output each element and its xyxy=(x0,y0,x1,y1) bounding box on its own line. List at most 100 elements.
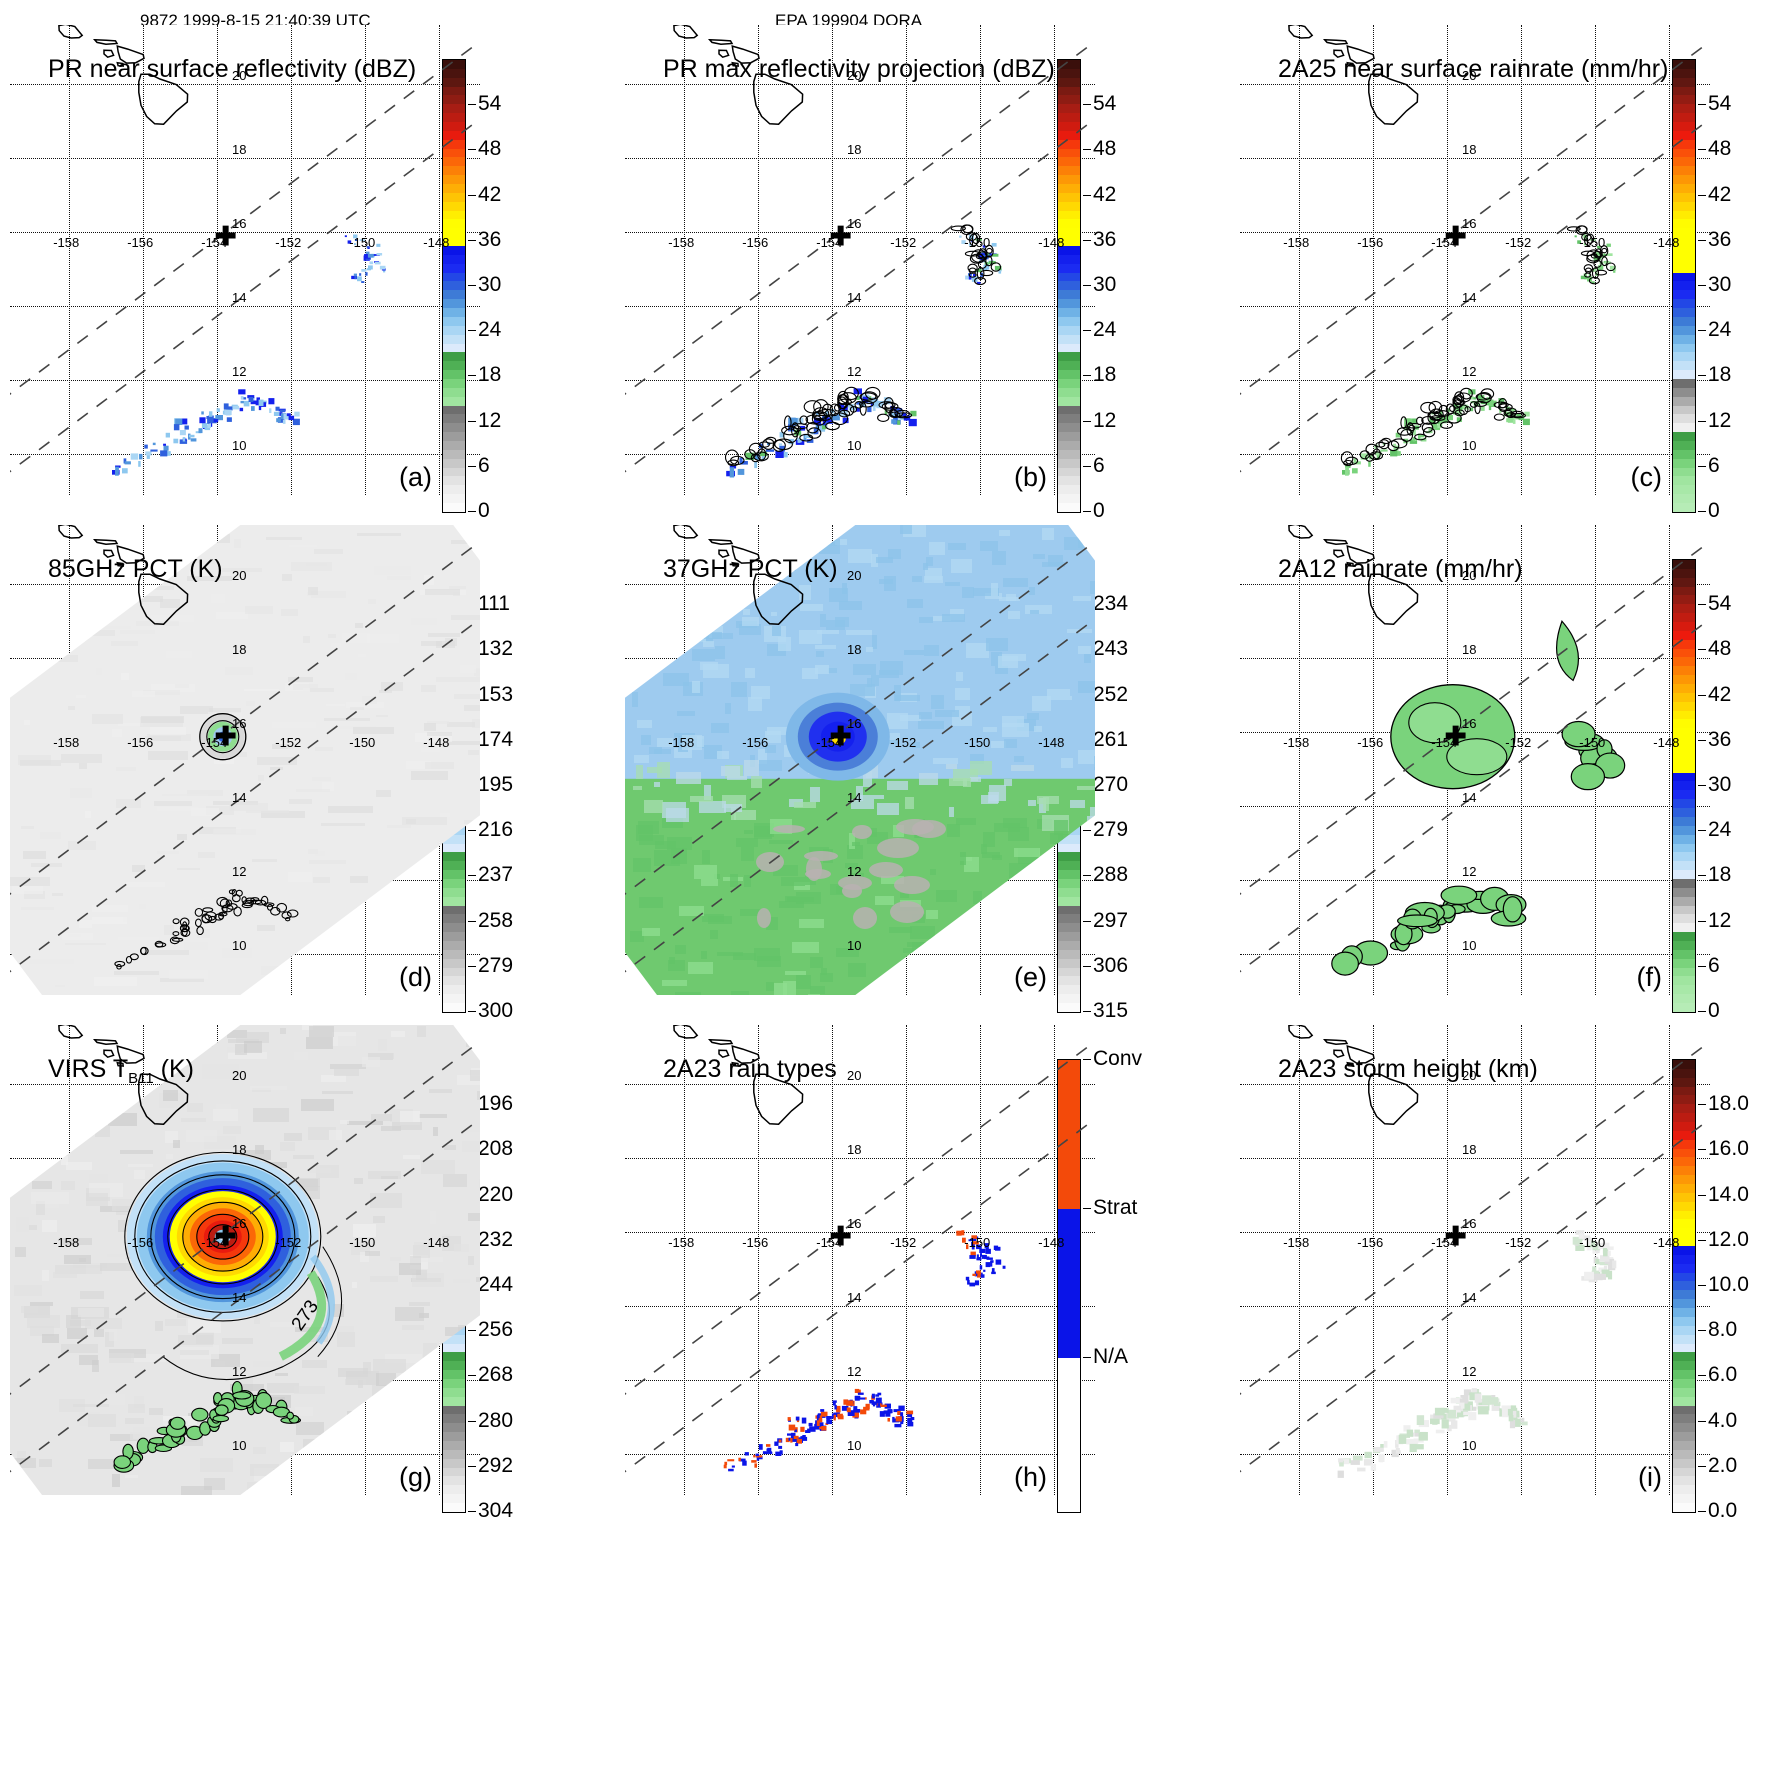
lon-tick-label: -156 xyxy=(1357,735,1384,751)
colorbar-segment xyxy=(443,485,465,495)
colorbar-tick-label: 12.0 xyxy=(1708,1227,1749,1251)
colorbar-tick-label: Conv xyxy=(1093,1047,1143,1070)
lat-tick-label: 18 xyxy=(232,642,247,658)
lat-tick-label: 10 xyxy=(1462,438,1477,454)
lon-tick-label: -156 xyxy=(127,235,154,251)
lon-tick-label: -150 xyxy=(349,735,376,751)
colorbar-tick-label: 208 xyxy=(478,1137,514,1161)
colorbar-tick-label: 261 xyxy=(1093,727,1129,751)
panel-b: 20 18 16 14 12 10 -158 -156 -154 -152 -150 -148 ✚ PR … xyxy=(625,25,1116,522)
lon-tick-label: -158 xyxy=(668,1235,695,1251)
colorbar-tick-label: 10.0 xyxy=(1708,1273,1749,1296)
colorbar-segment xyxy=(1673,476,1695,486)
colorbar-tick-label: 48 xyxy=(1093,137,1117,161)
colorbar-tick-label: 297 xyxy=(1093,908,1129,932)
colorbar-tick-label: Strat xyxy=(1093,1196,1138,1220)
panel-c: 20 18 16 14 12 10 -158 -156 -154 -152 -150 -148 ✚ 2A2… xyxy=(1240,25,1731,522)
storm-center-marker: ✚ xyxy=(829,220,852,251)
lon-tick-label: -156 xyxy=(1357,1235,1384,1251)
lat-tick-label: 10 xyxy=(847,1438,862,1454)
panel-title-e: 37GHz PCT (K) xyxy=(663,555,838,583)
lon-tick-label: -148 xyxy=(423,235,450,251)
plot-area-d: 20 18 16 14 12 10 -158 -156 -154 -152 -150 -148 ✚ xyxy=(10,525,480,995)
colorbar-segment xyxy=(1673,985,1695,995)
panel-title-h: 2A23 rain types xyxy=(663,1055,837,1083)
colorbar-tick-label: 195 xyxy=(478,773,514,796)
colorbar-tick-label: 18 xyxy=(478,363,502,387)
colorbar-tick-label: 42 xyxy=(1093,182,1117,206)
storm-center-marker: ✚ xyxy=(214,1220,237,1251)
colorbar-segment xyxy=(1673,502,1695,512)
colorbar-tick-label: 30 xyxy=(1708,273,1732,296)
colorbar-labels-f: 54 48 42 36 30 24 18 12 6 0 xyxy=(1698,559,1760,1022)
colorbar-segment xyxy=(1058,1002,1080,1012)
colorbar-tick-label: 12 xyxy=(478,408,502,432)
colorbar-tick xyxy=(1083,1011,1091,1012)
lon-tick-label: -156 xyxy=(742,235,769,251)
lon-tick-label: -148 xyxy=(1653,235,1680,251)
lon-tick-label: -158 xyxy=(1283,1235,1310,1251)
colorbar-tick-label: 2.0 xyxy=(1708,1453,1738,1477)
lat-tick-label: 18 xyxy=(232,1142,247,1158)
panel-title-d: 85GHz PCT (K) xyxy=(48,555,223,583)
plot-area-e: 20 18 16 14 12 10 -158 -156 -154 -152 -150 -148 ✚ xyxy=(625,525,1095,995)
lat-tick-label: 12 xyxy=(1462,364,1477,380)
lat-tick-label: 12 xyxy=(847,364,862,380)
panel-d: 20 18 16 14 12 10 -158 -156 -154 -152 -150 -148 ✚ 85G… xyxy=(10,525,513,1022)
colorbar-labels-h: Conv Strat N/A xyxy=(1083,1047,1145,1511)
colorbar-segment xyxy=(1058,985,1080,995)
colorbar-tick-label: 54 xyxy=(1708,592,1732,616)
colorbar-segment xyxy=(1058,494,1080,503)
colorbar-tick-label: 16.0 xyxy=(1708,1137,1749,1161)
lat-tick-label: 12 xyxy=(847,1364,862,1380)
panel-title-c: 2A25 near surface rainrate (mm/hr) xyxy=(1278,55,1669,83)
data-layer-e xyxy=(625,525,1095,995)
lat-tick-label: 14 xyxy=(1462,290,1477,306)
lon-tick-label: -152 xyxy=(275,735,302,751)
colorbar-segment xyxy=(1673,1002,1695,1012)
colorbar-tick xyxy=(1698,1511,1706,1512)
panel-letter-f: (f) xyxy=(1636,962,1662,992)
colorbar-tick-label: 54 xyxy=(478,92,502,116)
colorbar-tick-label: 244 xyxy=(478,1273,514,1296)
colorbar-labels-a: 54 48 42 36 30 24 18 12 6 0 xyxy=(468,59,530,522)
lon-tick-label: -148 xyxy=(1038,235,1065,251)
colorbar-tick-label: 12 xyxy=(1708,908,1732,932)
lon-tick-label: -150 xyxy=(1579,735,1606,751)
panel-letter-d: (d) xyxy=(399,962,432,992)
lat-tick-label: 10 xyxy=(1462,1438,1477,1454)
colorbar-tick-label: 24 xyxy=(478,318,502,342)
colorbar-tick-label: 196 xyxy=(478,1092,514,1116)
colorbar-tick-label: 279 xyxy=(1093,818,1129,842)
plot-area-f: 20 18 16 14 12 10 -158 -156 -154 -152 -150 -148 ✚ xyxy=(1240,525,1710,995)
lon-tick-label: -156 xyxy=(1357,235,1384,251)
panel-h: 20 18 16 14 12 10 -158 -156 -154 -152 -150 -148 ✚ 2A2… xyxy=(625,1025,1142,1515)
plot-area-i: 20 18 16 14 12 10 -158 -156 -154 -152 -150 -148 ✚ xyxy=(1240,1025,1710,1495)
colorbar-segment xyxy=(443,1494,465,1503)
lon-tick-label: -148 xyxy=(1038,735,1065,751)
colorbar-segment xyxy=(1058,476,1080,486)
lon-tick-label: -152 xyxy=(275,1235,302,1251)
colorbar-tick-label: 18.0 xyxy=(1708,1092,1749,1116)
lon-tick-label: -158 xyxy=(668,235,695,251)
colorbar-segment xyxy=(443,994,465,1003)
lat-tick-label: 10 xyxy=(232,1438,247,1454)
panel-e: 20 18 16 14 12 10 -158 -156 -154 -152 -150 -148 ✚ 37G… xyxy=(625,525,1128,1022)
colorbar-tick-label: 256 xyxy=(478,1318,514,1342)
panel-title-a: PR near surface reflectivity (dBZ) xyxy=(48,55,417,83)
colorbar-tick-label: 36 xyxy=(1093,227,1117,251)
colorbar-tick xyxy=(468,1011,476,1012)
lon-tick-label: -158 xyxy=(1283,735,1310,751)
lon-tick-label: -152 xyxy=(275,235,302,251)
lat-tick-label: 20 xyxy=(232,1068,247,1084)
colorbar-tick-label: 111 xyxy=(478,592,510,616)
colorbar-tick-label: 315 xyxy=(1093,999,1129,1022)
lon-tick-label: -148 xyxy=(1653,1235,1680,1251)
colorbar-tick-label: 36 xyxy=(478,227,502,251)
lon-tick-label: -156 xyxy=(742,1235,769,1251)
lat-tick-label: 18 xyxy=(847,142,862,158)
colorbar-tick-label: 174 xyxy=(478,727,514,751)
colorbar-tick-label: 24 xyxy=(1093,318,1117,342)
colorbar-tick-label: 243 xyxy=(1093,637,1129,661)
